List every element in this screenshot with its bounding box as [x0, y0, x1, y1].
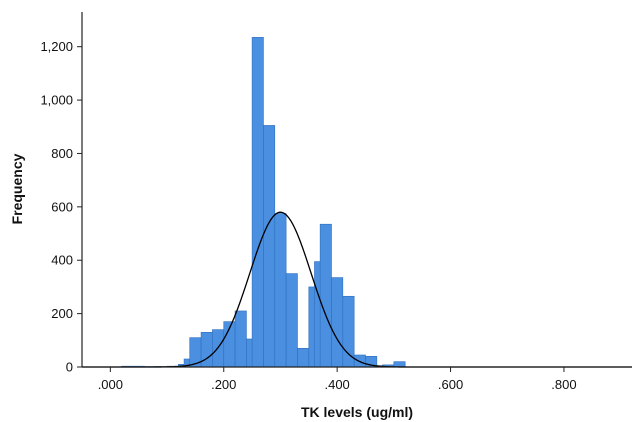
histogram-bar [274, 213, 287, 368]
histogram-bar [263, 125, 276, 368]
y-tick-label: 400 [51, 253, 73, 268]
y-tick-label: 600 [51, 199, 73, 214]
histogram-bars [121, 37, 406, 368]
y-axis-title: Frequency [9, 153, 25, 224]
histogram-bar [200, 332, 213, 368]
histogram-bar [393, 361, 406, 368]
y-tick-label: 1,000 [40, 93, 73, 108]
histogram-bar [331, 277, 344, 368]
x-tick-label: .800 [551, 377, 576, 392]
histogram-bar [319, 223, 332, 368]
x-tick-label: .400 [324, 377, 349, 392]
histogram-bar [251, 37, 264, 368]
y-tick-label: 200 [51, 306, 73, 321]
histogram-bar [342, 295, 355, 368]
y-tick-label: 1,200 [40, 39, 73, 54]
x-tick-label: .200 [211, 377, 236, 392]
x-axis-title: TK levels (ug/ml) [301, 404, 413, 420]
y-axis-ticks: 0 200 400 600 800 1,000 1,200 [40, 39, 82, 375]
y-tick-label: 0 [66, 360, 73, 375]
x-tick-label: .600 [438, 377, 463, 392]
histogram-bar [297, 348, 310, 368]
x-axis-ticks: .000 .200 .400 .600 .800 [98, 367, 577, 392]
normal-curve [82, 211, 632, 368]
y-tick-label: 800 [51, 146, 73, 161]
x-tick-label: .000 [98, 377, 123, 392]
histogram-bar [285, 273, 298, 368]
histogram-bar [234, 310, 247, 368]
